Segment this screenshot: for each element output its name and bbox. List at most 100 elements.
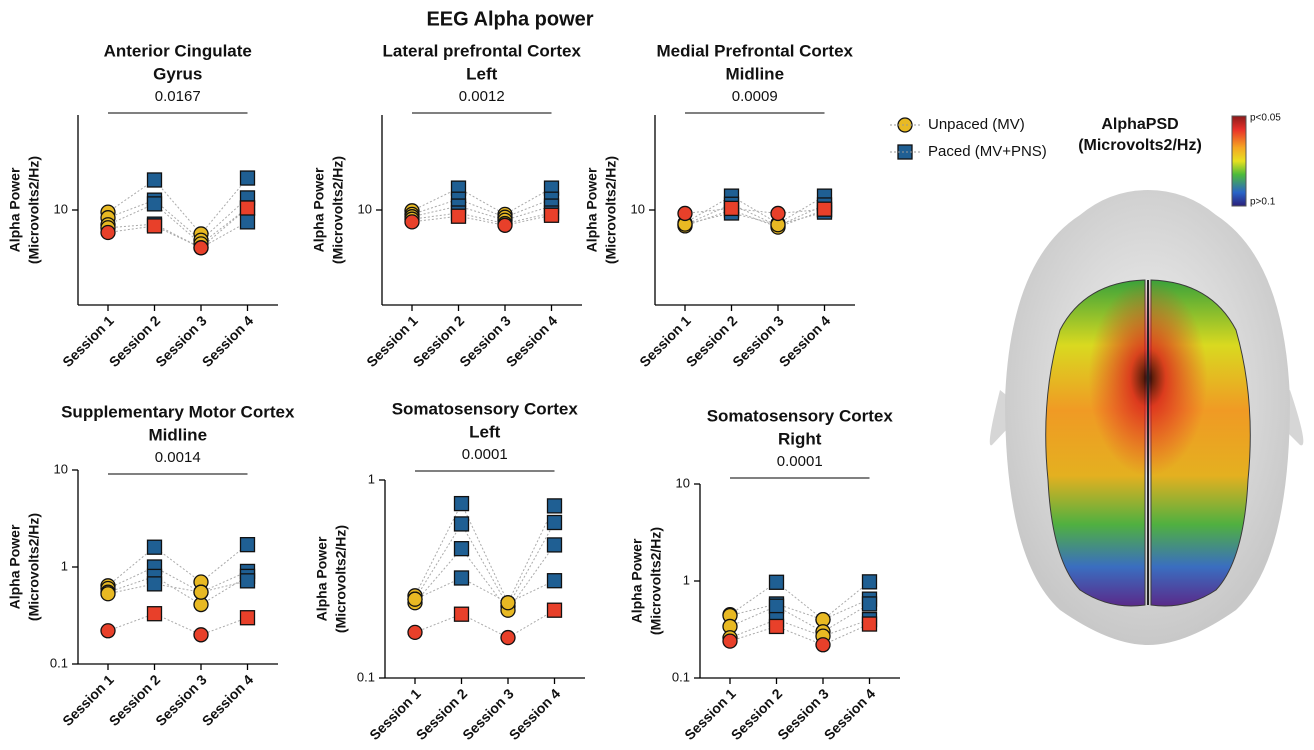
y-tick-label: 0.1 xyxy=(357,669,375,684)
legend-label: Unpaced (MV) xyxy=(928,116,1025,133)
y-axis-label: Alpha Power xyxy=(7,167,23,252)
colorbar-bottom: p>0.1 xyxy=(1250,197,1276,208)
point xyxy=(148,219,162,233)
point xyxy=(548,499,562,513)
y-axis-label: (Microvolts2/Hz) xyxy=(648,527,664,635)
subject-line xyxy=(730,582,870,620)
point xyxy=(405,215,419,229)
point xyxy=(101,225,115,239)
subject-line xyxy=(685,210,825,227)
point xyxy=(241,574,255,588)
panel: Lateral prefrontal CortexLeft0.0012Alpha… xyxy=(311,41,582,369)
point xyxy=(408,592,422,606)
point xyxy=(455,571,469,585)
panel: Medial Prefrontal CortexMidline0.0009Alp… xyxy=(584,41,855,369)
point xyxy=(455,542,469,556)
y-tick-label: 10 xyxy=(358,201,372,216)
subject-line xyxy=(412,199,552,217)
panel-title: Midline xyxy=(725,64,784,83)
point xyxy=(678,206,692,220)
point xyxy=(241,215,255,229)
y-tick-label: 10 xyxy=(54,201,68,216)
point xyxy=(818,202,832,216)
y-axis-label: Alpha Power xyxy=(629,538,645,623)
point xyxy=(241,611,255,625)
panel-title: Anterior Cingulate xyxy=(104,41,252,60)
x-tick-label: Session 4 xyxy=(503,312,561,370)
point xyxy=(548,538,562,552)
panel: Somatosensory CortexRight0.0001Alpha Pow… xyxy=(629,406,900,742)
point xyxy=(148,607,162,621)
y-tick-label: 0.1 xyxy=(50,655,68,670)
panel-title: Somatosensory Cortex xyxy=(392,399,579,418)
y-tick-label: 1 xyxy=(368,471,375,486)
point xyxy=(548,603,562,617)
panel-title: Gyrus xyxy=(153,64,202,83)
point xyxy=(770,599,784,613)
point xyxy=(148,173,162,187)
point xyxy=(455,517,469,531)
p-value: 0.0001 xyxy=(777,453,823,470)
panel-title: Left xyxy=(466,64,498,83)
point xyxy=(863,597,877,611)
x-tick-label: Session 4 xyxy=(821,685,879,743)
subject-line xyxy=(412,188,552,214)
y-axis-label: Alpha Power xyxy=(584,167,600,252)
point xyxy=(455,497,469,511)
subject-line xyxy=(108,208,248,248)
subject-line xyxy=(108,614,248,635)
brain-map: p<0.05 p>0.1 AlphaPSD (Microvolts2/Hz) xyxy=(990,113,1304,645)
y-tick-label: 10 xyxy=(54,461,68,476)
y-tick-label: 10 xyxy=(676,475,690,490)
y-axis-label: (Microvolts2/Hz) xyxy=(26,513,42,621)
subject-line xyxy=(415,610,555,637)
subject-line xyxy=(412,213,552,224)
legend-label: Paced (MV+PNS) xyxy=(928,143,1047,160)
y-tick-label: 1 xyxy=(683,572,690,587)
panel-title: Left xyxy=(469,422,501,441)
colorbar-top: p<0.05 xyxy=(1250,113,1281,124)
point xyxy=(501,631,515,645)
point xyxy=(725,201,739,215)
legend-marker xyxy=(898,145,912,159)
y-tick-label: 10 xyxy=(631,201,645,216)
point xyxy=(816,638,830,652)
subject-line xyxy=(108,581,248,594)
map-title: AlphaPSD xyxy=(1101,116,1178,133)
point xyxy=(101,587,115,601)
subject-line xyxy=(415,523,555,607)
y-axis-label: Alpha Power xyxy=(7,524,23,609)
point xyxy=(148,577,162,591)
panel-title: Somatosensory Cortex xyxy=(707,406,894,425)
point xyxy=(241,171,255,185)
p-value: 0.0001 xyxy=(462,446,508,463)
point xyxy=(770,575,784,589)
point xyxy=(241,538,255,552)
p-value: 0.0012 xyxy=(459,88,505,105)
y-axis-label: Alpha Power xyxy=(314,536,330,621)
x-tick-label: Session 4 xyxy=(199,312,257,370)
panel: Supplementary Motor CortexMidline0.0014A… xyxy=(7,402,295,728)
point xyxy=(498,218,512,232)
map-title: (Microvolts2/Hz) xyxy=(1078,137,1202,154)
y-axis-label: (Microvolts2/Hz) xyxy=(330,156,346,264)
subject-line xyxy=(108,198,248,240)
point xyxy=(548,574,562,588)
colorbar xyxy=(1232,116,1246,206)
p-value: 0.0014 xyxy=(155,449,201,466)
point xyxy=(101,624,115,638)
subject-line xyxy=(415,504,555,603)
x-tick-label: Session 4 xyxy=(776,312,834,370)
figure: EEG Alpha power p<0.05 p>0.1 AlphaPSD (M… xyxy=(0,0,1314,750)
subject-line xyxy=(108,567,248,592)
y-axis-label: (Microvolts2/Hz) xyxy=(603,156,619,264)
legend-marker xyxy=(898,118,912,132)
subject-line xyxy=(415,545,555,610)
p-value: 0.0009 xyxy=(732,88,778,105)
point xyxy=(241,201,255,215)
point xyxy=(863,617,877,631)
subject-line xyxy=(415,578,555,603)
point xyxy=(501,596,515,610)
point xyxy=(194,585,208,599)
subject-line xyxy=(108,204,248,244)
